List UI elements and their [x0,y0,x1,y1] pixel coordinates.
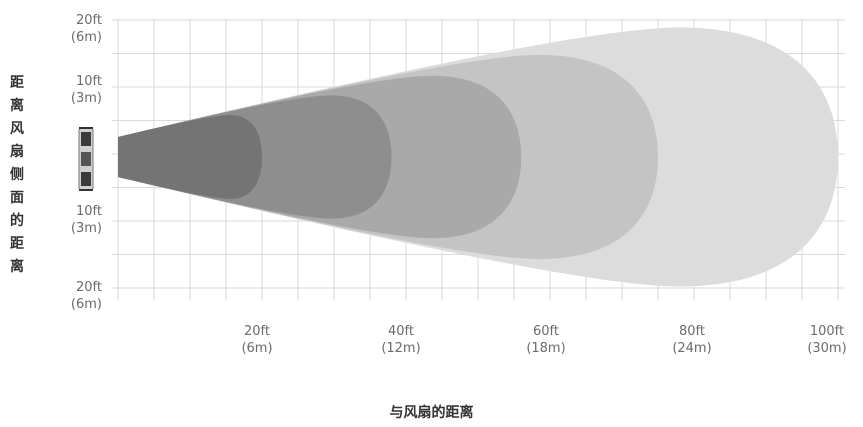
y-tick-label: 10ft (3m) [70,204,102,236]
x-axis-title: 与风扇的距离 [389,405,474,421]
fan-icon [78,127,94,191]
y-axis-title: 距离风扇侧面的距离 [10,75,24,275]
airflow-zone-20ft [118,115,262,199]
y-tick-label: 20ft (6m) [70,13,102,45]
x-tick-label: 60ft (18m) [526,324,566,356]
x-tick-label: 80ft (24m) [672,324,712,356]
x-tick-label: 40ft (12m) [381,324,421,356]
y-tick-label: 10ft (3m) [70,74,102,106]
x-tick-label: 20ft (6m) [241,324,273,356]
airflow-zones [118,27,838,287]
x-tick-label: 100ft (30m) [807,324,847,356]
y-tick-label: 20ft (6m) [70,280,102,312]
